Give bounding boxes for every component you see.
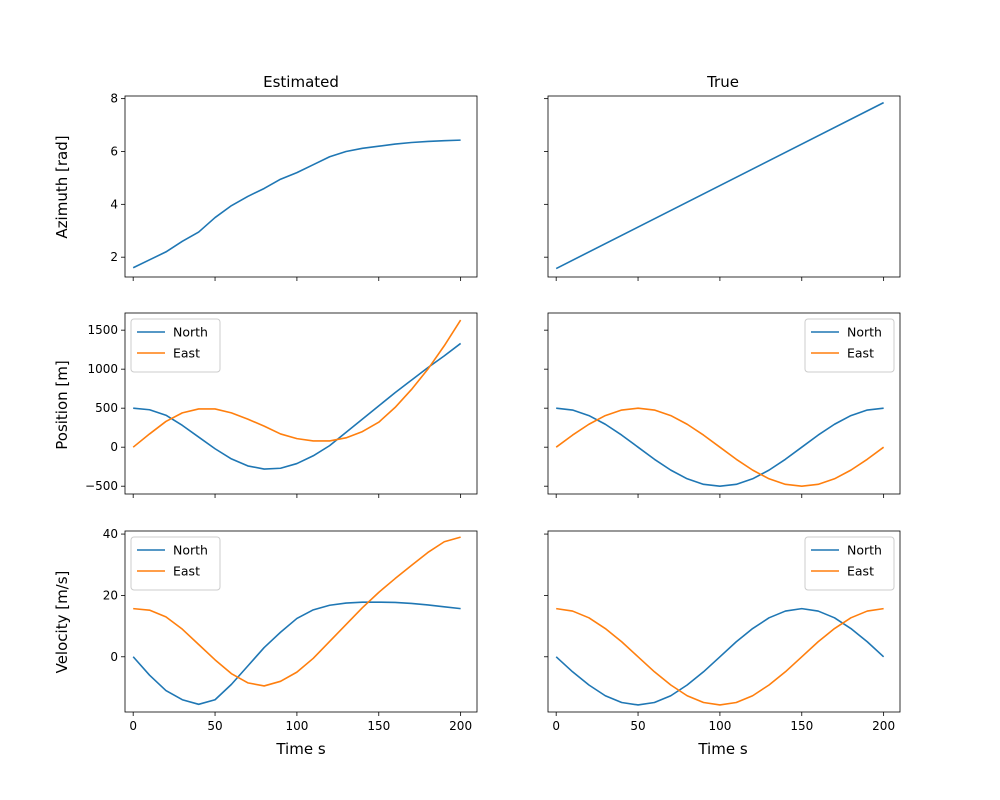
series-line-north: [555, 607, 885, 706]
panel-velocity-true: 0 50 100 150 200 North East: [544, 530, 901, 733]
series-line-east: [555, 407, 885, 488]
ylabel-position: Position [m]: [53, 360, 71, 450]
series-line-east: [133, 536, 461, 687]
panel-azimuth-true: [544, 95, 901, 281]
xlabel-estimated: Time s: [275, 740, 325, 758]
panel-azimuth-estimated: 2 4 6 8: [110, 92, 478, 281]
axes-frame: [124, 95, 478, 278]
panel-velocity-estimated: 0 50 100 150 200 0 20 40 North East: [103, 527, 478, 733]
column-title-estimated: Estimated: [263, 73, 339, 91]
x-tick-label: 150: [367, 719, 390, 733]
series-line-north: [132, 601, 461, 706]
y-tick-label: 2: [110, 250, 118, 264]
legend-label-north: North: [173, 325, 208, 340]
y-tick-label: 6: [110, 144, 118, 158]
panel-position-true: North East: [544, 312, 901, 498]
legend: North East: [804, 318, 895, 373]
y-tick-label: 20: [103, 588, 118, 602]
x-tick-label: 200: [449, 719, 472, 733]
y-tick-label: 4: [110, 197, 118, 211]
legend: North East: [130, 536, 221, 591]
x-tick-label: 150: [790, 719, 813, 733]
axes-frame: [547, 530, 901, 713]
legend-label-east: East: [173, 346, 200, 361]
legend-label-north: North: [173, 543, 208, 558]
series-group: [132, 139, 461, 269]
x-tick-label: 200: [872, 719, 895, 733]
y-tick-label: 1500: [87, 323, 118, 337]
axes-frame: [124, 312, 478, 495]
column-title-true: True: [706, 73, 739, 91]
x-tick-label: 50: [630, 719, 645, 733]
y-tick-label: 8: [110, 92, 118, 106]
ylabel-azimuth: Azimuth [rad]: [53, 135, 71, 238]
y-tick-label: 500: [95, 401, 118, 415]
legend: North East: [804, 536, 895, 591]
legend: North East: [130, 318, 221, 373]
series-group: [555, 607, 885, 706]
y-tick-label: 0: [110, 650, 118, 664]
x-tick-label: 0: [129, 719, 137, 733]
x-tick-label: 50: [207, 719, 222, 733]
series-group: [555, 101, 884, 270]
series-line-azimuth: [132, 139, 461, 269]
series-line-east: [556, 607, 884, 706]
xlabel-true: Time s: [697, 740, 747, 758]
series-group: [132, 319, 462, 470]
series-line-north: [556, 407, 884, 488]
y-tick-label: 40: [103, 527, 118, 541]
axes-frame: [547, 312, 901, 495]
y-tick-label: −500: [85, 479, 118, 493]
axes-frame: [547, 95, 901, 278]
y-tick-label: 1000: [87, 362, 118, 376]
panel-position-estimated: −500 0 500 1000 1500 North East: [85, 312, 478, 498]
ylabel-velocity: Velocity [m/s]: [53, 571, 71, 674]
x-tick-label: 100: [285, 719, 308, 733]
legend-label-east: East: [847, 564, 874, 579]
axes-frame: [124, 530, 478, 713]
legend-label-north: North: [847, 325, 882, 340]
legend-label-east: East: [847, 346, 874, 361]
series-line-azimuth: [555, 101, 884, 270]
x-tick-label: 100: [708, 719, 731, 733]
y-tick-label: 0: [110, 440, 118, 454]
series-group: [132, 536, 461, 706]
series-group: [555, 407, 885, 488]
x-tick-label: 0: [552, 719, 560, 733]
series-line-north: [133, 342, 462, 470]
legend-label-north: North: [847, 543, 882, 558]
legend-label-east: East: [173, 564, 200, 579]
series-line-east: [132, 319, 462, 448]
